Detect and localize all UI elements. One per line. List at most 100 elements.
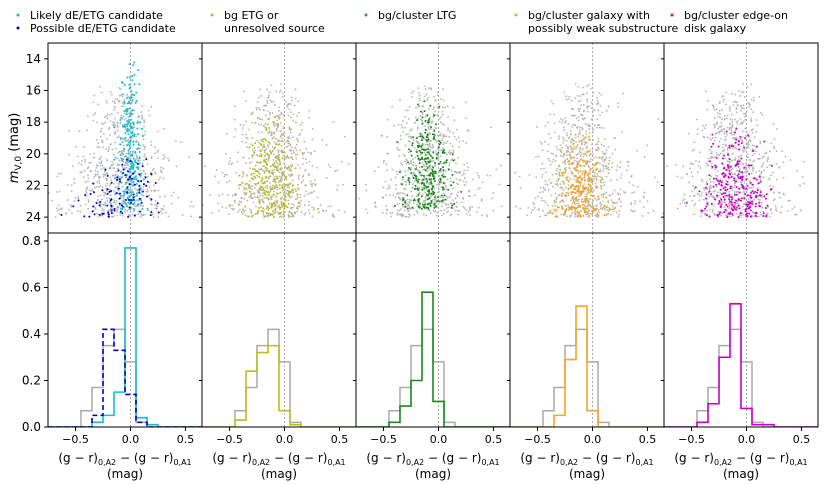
series-point: [135, 166, 138, 169]
gray-point: [258, 88, 261, 91]
gray-point: [492, 192, 495, 194]
gray-point: [137, 213, 140, 215]
series-point: [745, 178, 748, 181]
gray-point: [248, 180, 251, 183]
gray-point: [70, 204, 72, 206]
series-point: [423, 183, 426, 186]
series-point: [131, 130, 134, 133]
gray-point: [175, 165, 178, 168]
gray-point: [561, 187, 564, 190]
gray-point: [408, 162, 411, 165]
series-point: [132, 196, 135, 199]
series-point: [278, 208, 281, 211]
series-point: [128, 175, 131, 178]
series-point: [131, 162, 134, 165]
gray-point: [227, 194, 230, 197]
gray-point: [587, 186, 590, 189]
gray-point: [605, 175, 608, 178]
panel-2: −0.5 0.0 0.5(g − r)0,A2 − (g − r)0,A1(mag): [199, 42, 357, 481]
gray-point: [606, 209, 609, 212]
series-point: [132, 157, 135, 160]
gray-point: [273, 125, 276, 128]
series-point: [127, 199, 130, 202]
gray-point: [481, 214, 484, 217]
gray-point: [277, 151, 280, 154]
series-point: [729, 173, 732, 176]
gray-point: [462, 206, 465, 208]
gray-point: [412, 161, 415, 164]
series-point: [575, 169, 578, 172]
gray-point: [634, 210, 636, 212]
series-point: [580, 164, 583, 167]
gray-point: [561, 146, 563, 149]
gray-point: [98, 146, 101, 149]
series-point: [128, 183, 131, 186]
series-point: [275, 184, 278, 187]
gray-point: [593, 109, 596, 111]
gray-point: [146, 163, 149, 166]
gray-point: [576, 126, 578, 129]
gray-point: [190, 200, 193, 203]
gray-point: [408, 136, 411, 138]
gray-point: [693, 204, 696, 207]
series-point: [724, 208, 727, 211]
series-point: [296, 193, 299, 196]
series-point: [268, 142, 271, 145]
gray-point: [85, 195, 88, 198]
gray-point: [416, 169, 419, 172]
gray-point: [417, 126, 419, 129]
series-point: [245, 193, 248, 196]
gray-point: [723, 127, 726, 130]
series-point: [572, 143, 575, 146]
gray-point: [744, 149, 747, 151]
series-point: [271, 213, 274, 216]
series-point: [265, 162, 268, 165]
gray-point: [437, 148, 440, 151]
series-point: [128, 100, 131, 103]
gray-point: [701, 180, 704, 183]
gray-point: [723, 131, 726, 134]
gray-point: [85, 191, 87, 194]
gray-point: [204, 165, 206, 168]
series-point: [582, 200, 585, 203]
series-point: [415, 151, 418, 154]
series-point: [262, 200, 265, 203]
gray-point: [110, 112, 113, 115]
gray-point: [703, 212, 706, 215]
series-point: [124, 181, 127, 184]
series-point: [247, 183, 250, 186]
gray-point: [642, 206, 645, 209]
gray-point: [401, 213, 404, 216]
gray-point: [713, 117, 716, 119]
gray-point: [283, 110, 286, 112]
gray-point: [713, 109, 716, 111]
gray-point: [745, 168, 748, 171]
series-point: [613, 207, 616, 210]
gray-point: [571, 108, 574, 110]
gray-point: [712, 204, 715, 207]
gray-point: [236, 160, 239, 163]
gray-point: [577, 200, 579, 202]
series-point: [136, 168, 139, 171]
gray-point: [750, 108, 753, 111]
gray-point: [397, 196, 400, 199]
series-point: [578, 211, 581, 214]
gray-point: [761, 164, 764, 167]
gray-point: [753, 99, 755, 102]
gray-point: [519, 207, 522, 210]
series-point: [595, 167, 598, 170]
series-point: [712, 142, 715, 145]
gray-point: [437, 174, 440, 177]
gray-point: [163, 154, 165, 156]
gray-point: [438, 117, 441, 120]
gray-point: [417, 195, 420, 197]
gray-point: [276, 205, 278, 208]
gray-point: [746, 153, 749, 156]
series-point: [263, 151, 266, 154]
gray-point: [738, 166, 740, 168]
series-point: [572, 184, 575, 187]
gray-point: [449, 193, 452, 196]
series-point: [269, 213, 272, 216]
series-point: [253, 175, 256, 178]
gray-point: [413, 197, 416, 200]
